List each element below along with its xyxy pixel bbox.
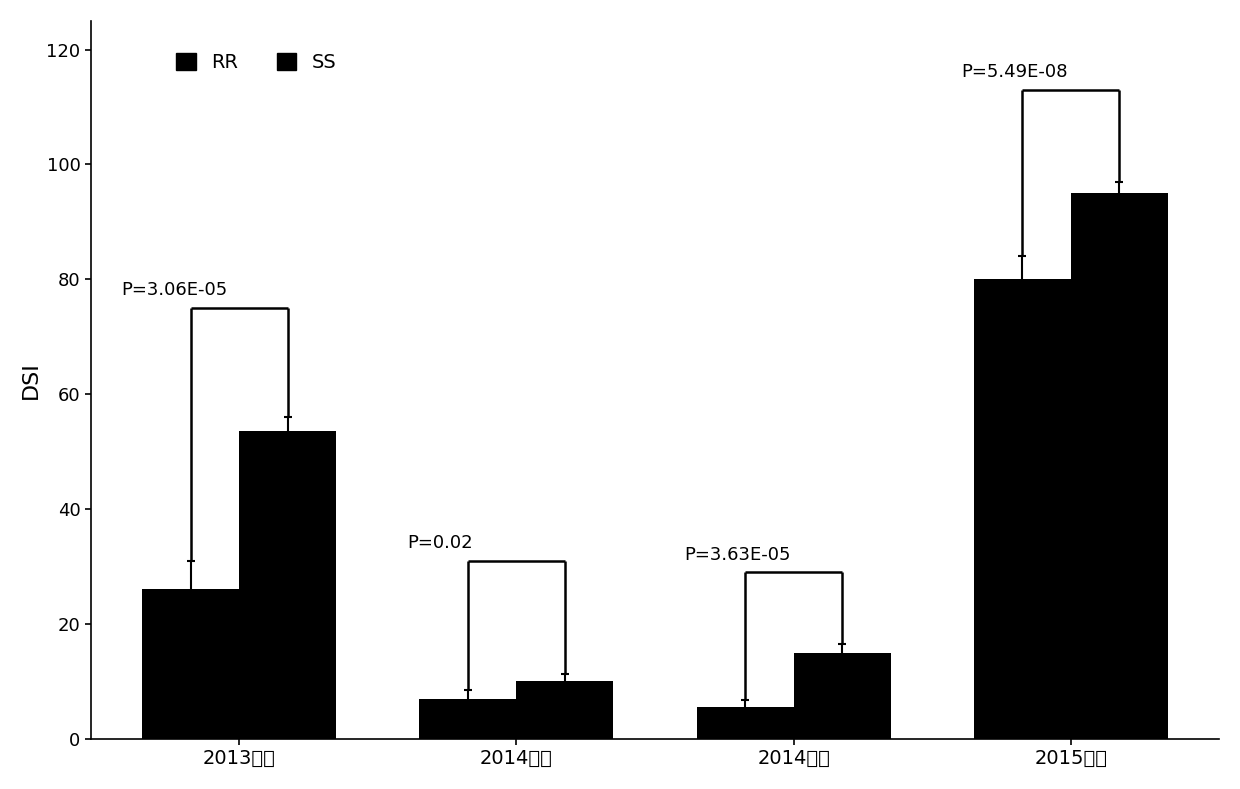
Text: P=3.63E-05: P=3.63E-05 (684, 545, 791, 563)
Bar (1071, 193, 1168, 739)
Text: P=0.02: P=0.02 (407, 534, 472, 552)
Bar (516, 682, 614, 739)
Bar (973, 279, 1071, 739)
Bar (794, 653, 890, 739)
Y-axis label: DSI: DSI (21, 361, 41, 398)
Bar (697, 707, 794, 739)
Legend: RR, SS: RR, SS (169, 45, 345, 80)
Bar (419, 698, 516, 739)
Bar (239, 432, 336, 739)
Text: P=3.06E-05: P=3.06E-05 (122, 282, 228, 299)
Bar (143, 589, 239, 739)
Text: P=5.49E-08: P=5.49E-08 (961, 63, 1068, 81)
